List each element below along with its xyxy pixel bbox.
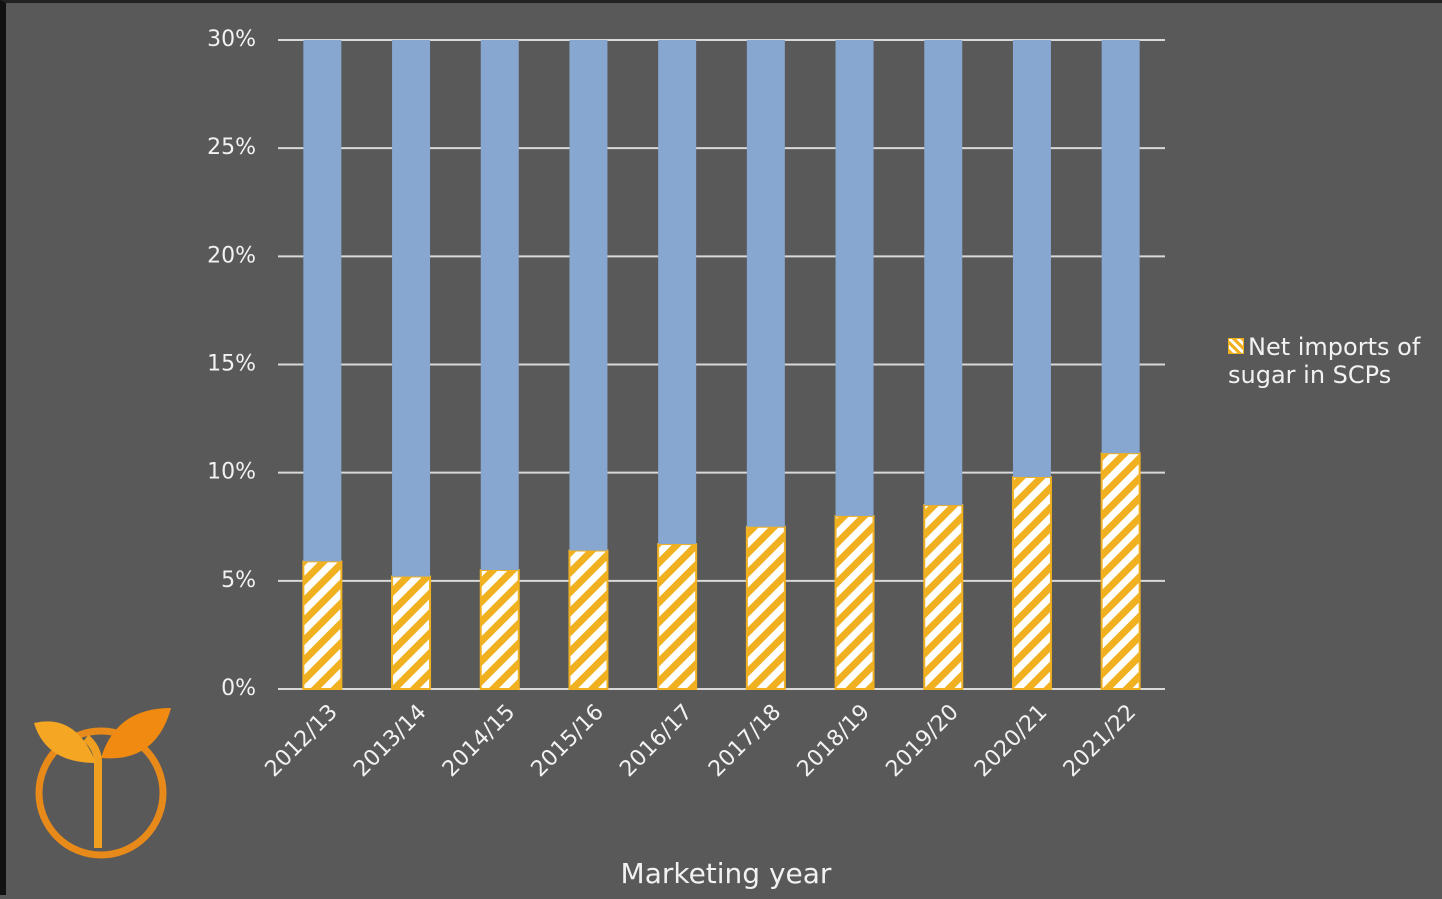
bar-segment [923,504,964,690]
bar-segment [834,514,875,691]
y-tick-label: 5% [221,568,256,593]
x-tick-label: 2014/15 [438,700,520,782]
x-tick-label: 2018/19 [793,700,875,782]
bar-segment [302,560,343,691]
bar-segment [745,525,786,690]
bar-segment [303,40,342,562]
y-tick-label: 0% [221,676,256,701]
legend-label: Net imports of sugar in SCPs [1228,333,1421,389]
y-tick-label: 15% [207,352,256,377]
bar-segment [568,549,609,691]
bar-segment [1011,475,1052,691]
bar-segment [1100,452,1141,690]
y-tick-label: 30% [207,27,256,52]
bar-segment [924,40,963,506]
x-tick-label: 2020/21 [970,700,1052,782]
bar-segment [835,40,874,516]
bar-segment [746,40,785,527]
y-tick-label: 20% [207,243,256,268]
bar-segment [1012,40,1051,477]
legend: Net imports of sugar in SCPs [1228,333,1442,389]
x-tick-label: 2015/16 [527,700,609,782]
x-tick-label: 2017/18 [704,700,786,782]
x-tick-label: 2021/22 [1059,700,1141,782]
x-tick-label: 2016/17 [615,700,697,782]
y-tick-label: 10% [207,460,256,485]
bar-segment [391,575,432,690]
y-tick-label: 25% [207,135,256,160]
bar-segment [480,40,519,571]
bar-segment [1101,40,1140,454]
logo [34,708,171,859]
legend-swatch [1228,338,1244,354]
bar-segment [479,569,520,690]
bar-segment [392,40,431,577]
bar-segment [657,543,698,690]
x-tick-label: 2019/20 [881,700,963,782]
x-tick-label: 2012/13 [261,700,343,782]
chart: Marketing year 0% 5% 10% 15% 20% 25% 30% 2012/1… [34,27,1165,890]
x-axis-title: Marketing year [621,857,832,890]
x-tick-label: 2013/14 [349,700,431,782]
bar-segment [569,40,608,551]
bar-segment [658,40,697,545]
